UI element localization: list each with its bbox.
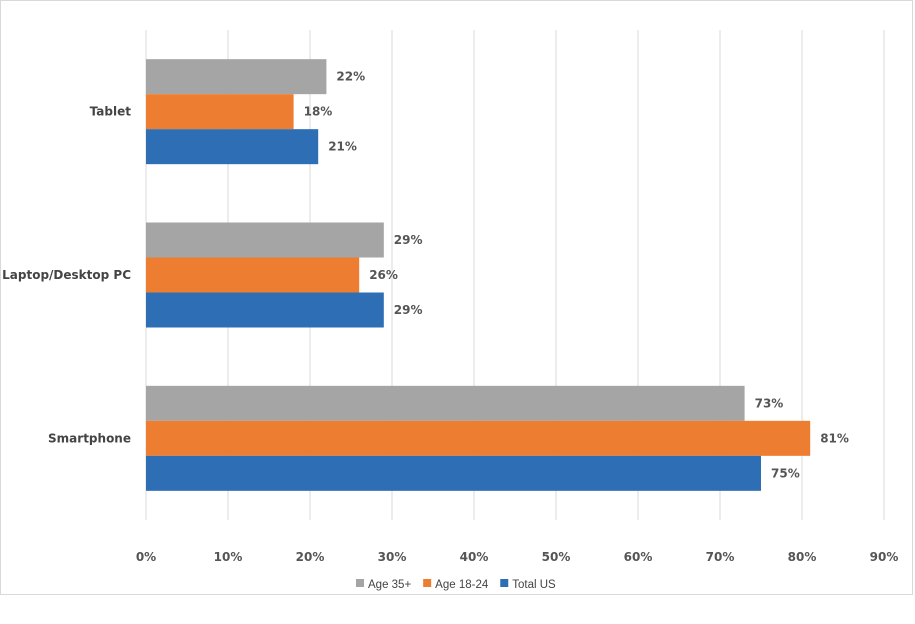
x-tick-label: 40% [460, 550, 489, 564]
data-label: 73% [755, 396, 784, 410]
x-tick-label: 20% [296, 550, 325, 564]
x-tick-label: 90% [870, 550, 899, 564]
legend-label: Age 18-24 [435, 579, 489, 591]
x-tick-label: 80% [788, 550, 817, 564]
bar [146, 59, 327, 95]
legend-label: Age 35+ [368, 579, 411, 591]
category-labels: Tablet Laptop/Desktop PC Smartphone [2, 105, 131, 446]
x-tick-label: 50% [542, 550, 571, 564]
x-tick-label: 0% [136, 550, 156, 564]
legend-item: Age 18-24 [423, 579, 489, 591]
data-label: 22% [336, 70, 365, 84]
data-label: 21% [328, 140, 357, 154]
data-label: 29% [394, 303, 423, 317]
legend-label: Total US [512, 579, 556, 591]
data-labels: 22% 18% 21% 29% 26% 29% 73% 81% 75% [304, 70, 849, 481]
x-tick-label: 30% [378, 550, 407, 564]
x-tick-label: 60% [624, 550, 653, 564]
bar [146, 420, 811, 456]
legend-item: Age 35+ [356, 579, 411, 591]
legend-swatch [423, 579, 432, 587]
category-label: Laptop/Desktop PC [2, 268, 131, 282]
legend-swatch [356, 579, 364, 587]
data-label: 81% [820, 431, 849, 445]
data-label: 18% [304, 105, 333, 119]
bar [146, 129, 319, 165]
bar [146, 455, 761, 491]
data-label: 26% [369, 268, 398, 282]
x-tick-label: 10% [214, 550, 243, 564]
category-label: Tablet [90, 105, 132, 119]
data-label: 29% [394, 233, 423, 247]
legend-item: Total US [500, 579, 556, 591]
bar [146, 292, 384, 328]
x-axis-tick-labels: 0% 10% 20% 30% 40% 50% 60% 70% 80% 90% [136, 550, 899, 564]
x-tick-label: 70% [706, 550, 735, 564]
bar [146, 222, 384, 258]
bar [146, 94, 294, 130]
bar [146, 385, 745, 421]
legend-swatch [500, 579, 509, 587]
bar [146, 257, 360, 293]
legend: Age 35+ Age 18-24 Total US [356, 579, 556, 591]
category-label: Smartphone [48, 431, 131, 445]
bars [146, 59, 811, 491]
data-label: 75% [771, 466, 800, 480]
